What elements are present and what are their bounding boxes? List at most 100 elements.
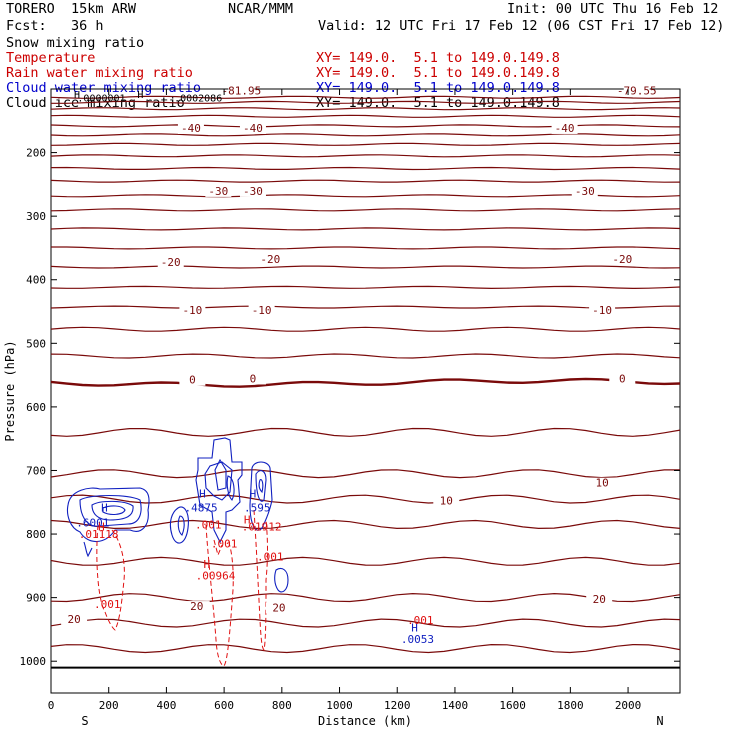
temperature-label: -10	[182, 304, 202, 317]
rain-label: H	[244, 513, 251, 526]
isotherm-line	[50, 556, 681, 566]
isotherm-line	[50, 265, 681, 269]
label-mask	[239, 185, 266, 197]
label-mask	[177, 122, 204, 134]
rain-label: .001	[94, 598, 121, 611]
label-mask	[623, 85, 650, 97]
temperature-label: -10	[252, 304, 272, 317]
temperature-label: -10	[592, 304, 612, 317]
isotherm-line	[50, 142, 681, 146]
temperature-label: 20	[190, 600, 203, 613]
cloud-water-contours	[66, 437, 289, 593]
label-mask	[609, 373, 636, 385]
y-tick-label: 400	[26, 274, 46, 287]
temperature-labels: -81.95 -79.55 -40 -40 -40 -30 -30 -30 -20 -20 -20 -…	[61, 84, 657, 626]
label-mask	[205, 185, 232, 197]
isotherm-line	[50, 124, 681, 128]
cloud-ice-labels: .0000001 .0002086 H H	[74, 90, 222, 104]
label-mask	[228, 85, 255, 97]
rain-label: H	[98, 520, 105, 533]
forecast-hour: Fcst: 36 h	[6, 18, 104, 34]
temperature-label: -40	[181, 122, 201, 135]
rain-label: .001	[257, 550, 284, 563]
y-tick-label: 200	[26, 147, 46, 160]
label-mask	[257, 253, 284, 265]
label-mask	[589, 304, 616, 316]
temperature-label: 0	[189, 374, 196, 387]
label-mask	[589, 477, 616, 489]
isotherm-line	[50, 133, 681, 137]
temperature-label: 10	[595, 477, 608, 490]
label-mask	[433, 495, 460, 507]
temperature-label: 20	[272, 601, 285, 614]
y-tick-label: 500	[26, 337, 46, 350]
field-snow: Snow mixing ratio	[6, 35, 145, 51]
y-tick-label: 1000	[20, 655, 47, 668]
model-title: TORERO 15km ARW	[6, 1, 137, 17]
cloud-ice-label: .0002086	[174, 93, 222, 104]
cloud-water-label: H	[101, 501, 108, 514]
temperature-label: -30	[208, 185, 228, 198]
x-tick-label: 400	[156, 699, 176, 712]
isotherm-line	[50, 326, 681, 332]
isotherm-line	[50, 643, 681, 654]
x-tick-label: 600	[214, 699, 234, 712]
isotherm-line	[50, 208, 681, 212]
label-mask	[551, 122, 578, 134]
isotherm-line	[50, 592, 681, 603]
x-tick-label: 1400	[442, 699, 469, 712]
rain-label: .01118	[79, 528, 119, 541]
label-mask	[179, 304, 206, 316]
temperature-label: 0	[619, 372, 626, 385]
temperature-label: -20	[612, 253, 632, 266]
rain-label: .00964	[196, 569, 236, 582]
isotherm-line	[50, 618, 681, 628]
temperature-label: -40	[555, 122, 575, 135]
cloud-water-label: .595	[244, 501, 271, 514]
field-cloud-water-xy: XY= 149.0. 5.1 to 149.0.149.8	[316, 80, 560, 96]
label-mask	[571, 185, 598, 197]
rain-label: .01912	[242, 520, 282, 533]
field-cloud-water: Cloud water mixing ratio	[6, 80, 202, 96]
y-tick-label: 900	[26, 592, 46, 605]
isotherm-line	[50, 166, 681, 171]
isotherm-line	[50, 353, 681, 359]
label-mask	[157, 257, 184, 269]
valid-time: Valid: 12 UTC Fri 17 Feb 12 (06 CST Fri …	[318, 18, 725, 34]
isotherm-line	[50, 285, 681, 290]
isotherm-line	[50, 469, 680, 479]
y-tick-label: 300	[26, 210, 46, 223]
x-axis-start-label: S	[81, 714, 88, 728]
isotherm-line	[50, 179, 681, 183]
field-rain-xy: XY= 149.0. 5.1 to 149.0.149.8	[316, 65, 560, 81]
y-tick-label: 600	[26, 401, 46, 414]
label-mask	[586, 594, 613, 606]
rain-label: .001	[195, 519, 222, 532]
field-cloud-ice: Cloud ice mixing ratio	[6, 95, 185, 111]
cloud-ice-label: H	[137, 90, 143, 101]
cloud-water-label: H	[411, 622, 418, 635]
x-axis-label: Distance (km)	[318, 714, 412, 728]
x-tick-label: 200	[99, 699, 119, 712]
isotherm-line	[50, 107, 681, 111]
y-axis-label: Pressure (hPa)	[3, 340, 17, 441]
y-tick-label: 700	[26, 464, 46, 477]
field-rain: Rain water mixing ratio	[6, 65, 193, 81]
temperature-label: 20	[67, 613, 80, 626]
label-mask	[239, 122, 266, 134]
rain-label: H	[203, 558, 210, 571]
label-mask	[609, 253, 636, 265]
isotherm-line	[50, 154, 681, 158]
rain-label: .001	[407, 614, 434, 627]
isotherm-line	[50, 494, 681, 504]
init-time: Init: 00 UTC Thu 16 Feb 12	[507, 1, 719, 17]
temperature-label: -30	[575, 185, 595, 198]
label-mask	[183, 601, 210, 613]
label-mask	[248, 304, 275, 316]
cloud-water-label: H	[199, 487, 206, 500]
x-tick-label: 1600	[499, 699, 526, 712]
temperature-label: -81.95	[222, 84, 262, 97]
field-temperature-xy: XY= 149.0. 5.1 to 149.0.149.8	[316, 50, 560, 66]
